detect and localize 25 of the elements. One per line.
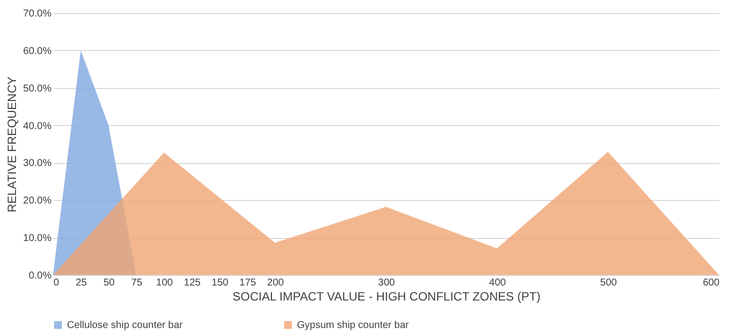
- x-tick-label: 400: [489, 278, 506, 288]
- x-tick-label: 100: [156, 278, 174, 288]
- y-tick-label: 30.0%: [23, 158, 52, 170]
- x-tick-label: 500: [600, 278, 618, 288]
- x-tick-label: 0: [54, 278, 60, 288]
- x-tick-label: 150: [212, 278, 229, 288]
- x-tick-label: 25: [76, 278, 88, 288]
- x-tick-label: 600: [702, 278, 720, 288]
- x-tick-label: 300: [378, 278, 396, 288]
- legend-label: Cellulose ship counter bar: [67, 320, 184, 331]
- x-tick-label: 125: [184, 278, 202, 288]
- x-tick-label: 75: [131, 278, 143, 288]
- x-axis-title: SOCIAL IMPACT VALUE - HIGH CONFLICT ZONES (PT): [232, 290, 541, 304]
- x-tick-label: 175: [239, 278, 257, 288]
- x-tick-label: 50: [103, 278, 115, 288]
- y-tick-label: 0.0%: [28, 270, 52, 282]
- y-tick-label: 60.0%: [23, 46, 52, 57]
- y-tick-label: 20.0%: [23, 196, 52, 207]
- y-axis-title: RELATIVE FREQUENCY: [5, 76, 20, 212]
- y-tick-label: 10.0%: [23, 233, 52, 244]
- legend-label: Gypsum ship counter bar: [297, 320, 410, 331]
- y-tick-label: 70.0%: [23, 8, 52, 20]
- y-tick-label: 50.0%: [23, 83, 52, 94]
- y-tick-label: 40.0%: [23, 120, 52, 132]
- x-tick-label: 200: [267, 278, 284, 288]
